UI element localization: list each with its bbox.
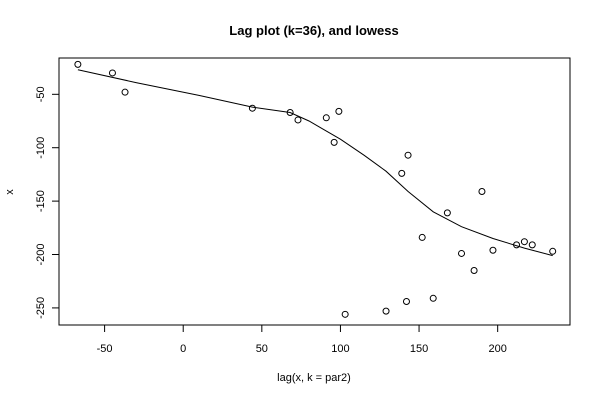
x-tick-label: 200 xyxy=(488,343,506,355)
data-point xyxy=(108,69,116,77)
data-point xyxy=(513,241,521,249)
chart-title: Lag plot (k=36), and lowess xyxy=(229,23,398,38)
y-axis-label: x xyxy=(4,189,16,195)
y-tick-label: -150 xyxy=(35,190,47,212)
data-point xyxy=(341,310,349,318)
data-point xyxy=(248,104,256,112)
data-point xyxy=(382,307,390,315)
data-point xyxy=(520,238,528,246)
x-axis-label: lag(x, k = par2) xyxy=(277,372,351,384)
x-tick-label: 0 xyxy=(180,343,186,355)
plot-frame xyxy=(58,57,571,326)
x-tick-label: 50 xyxy=(256,343,268,355)
x-tick-label: -50 xyxy=(97,343,113,355)
x-tick-label: 150 xyxy=(410,343,428,355)
data-point xyxy=(489,246,497,254)
data-point xyxy=(402,298,410,306)
data-point xyxy=(549,247,557,255)
data-point xyxy=(458,249,466,257)
data-point xyxy=(443,209,451,217)
data-point xyxy=(404,151,412,159)
data-point xyxy=(335,107,343,115)
data-point xyxy=(429,294,437,302)
data-point xyxy=(470,267,478,275)
scatter-points xyxy=(74,60,557,318)
y-tick-label: -100 xyxy=(35,137,47,159)
data-point xyxy=(528,241,536,249)
data-point xyxy=(418,233,426,241)
data-point xyxy=(330,138,338,146)
x-tick-label: 100 xyxy=(331,343,349,355)
x-axis: -50 0 50 100 150 200 xyxy=(97,324,507,355)
lowess-line xyxy=(77,69,553,257)
y-axis: -250 -200 -150 -100 -50 xyxy=(35,86,60,319)
data-point xyxy=(322,114,330,122)
data-point xyxy=(286,108,294,116)
data-point xyxy=(74,60,82,68)
y-tick-label: -250 xyxy=(35,297,47,319)
data-point xyxy=(478,188,486,195)
data-point xyxy=(398,169,406,177)
data-point xyxy=(294,116,302,124)
y-tick-label: -50 xyxy=(35,86,47,102)
data-point xyxy=(121,88,129,96)
y-tick-label: -200 xyxy=(35,243,47,265)
